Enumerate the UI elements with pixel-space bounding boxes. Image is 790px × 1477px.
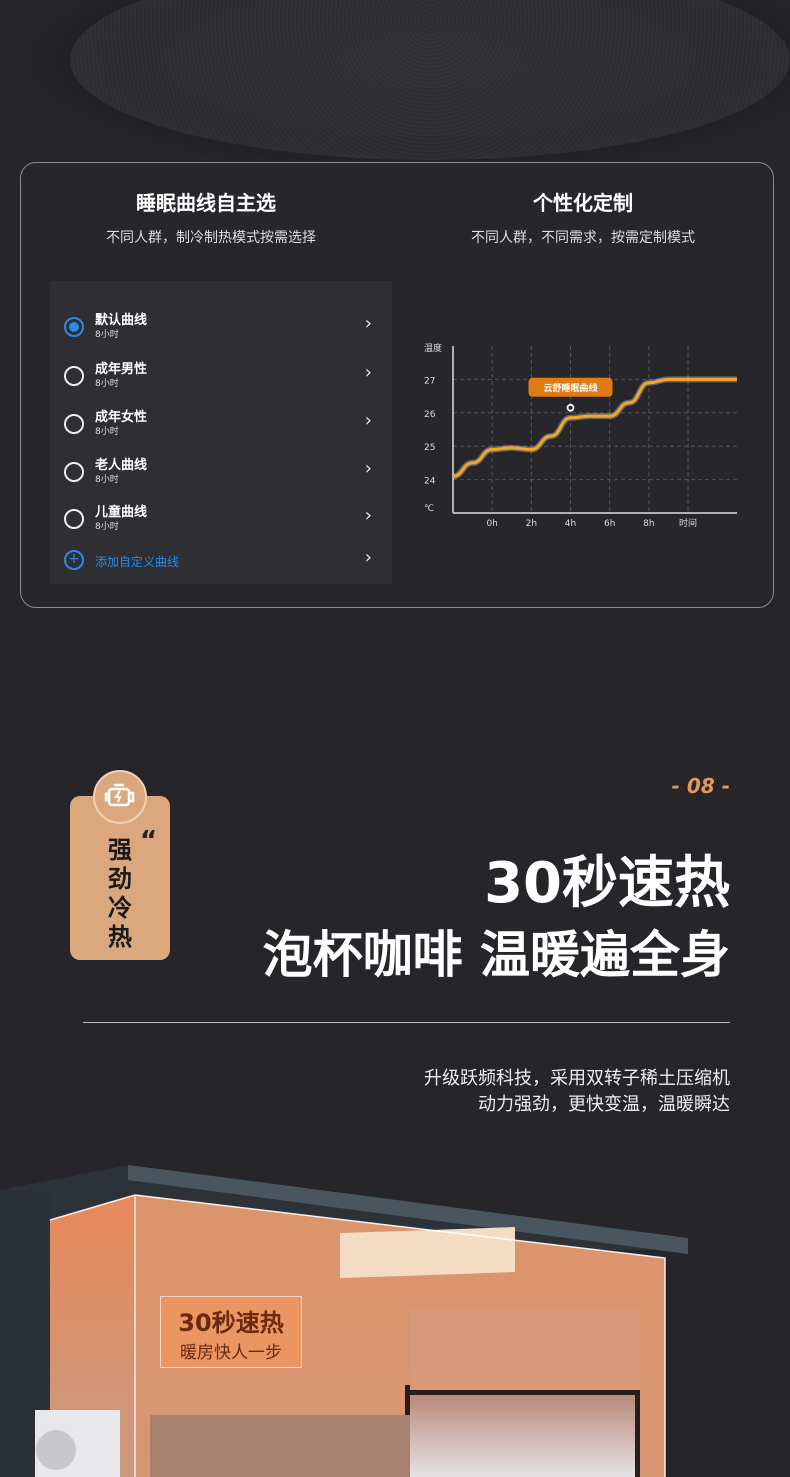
add-label: 添加自定义曲线	[95, 555, 180, 569]
right-subtitle: 不同人群，不同需求，按需定制模式	[471, 230, 695, 246]
headline: 30秒速热	[484, 851, 730, 916]
x-tick-label: 6h	[604, 519, 615, 529]
left-subtitle: 不同人群，制冷制热模式按需选择	[106, 230, 316, 246]
sleep-curve-chart: 24 25 26 27 0h 2h 4h 6h 8h 时间 温度 ℃ 云舒睡眠曲线	[424, 342, 737, 529]
curve-item[interactable]: 成年女性 8小时 ›	[50, 406, 392, 450]
item-duration: 8小时	[95, 330, 119, 340]
add-custom-curve-button[interactable]: + 添加自定义曲线 ›	[50, 547, 392, 593]
curve-list: 默认曲线 8小时 › 成年男性 8小时 › 成年女性 8小时 › 老人曲线 8小时 › 儿童曲线…	[50, 281, 392, 584]
curve-item[interactable]: 儿童曲线 8小时 ›	[50, 501, 392, 545]
item-label: 成年女性	[95, 410, 148, 425]
chevron-right-icon: ›	[364, 362, 372, 383]
tag-line-2: 暖房快人一步	[180, 1343, 282, 1363]
divider	[83, 1022, 730, 1023]
subheadline: 泡杯咖啡 温暖遍全身	[262, 926, 730, 984]
annotation-point	[566, 403, 575, 412]
radio-icon[interactable]	[64, 462, 84, 482]
tag-line-1: 30秒速热	[178, 1309, 284, 1337]
item-duration: 8小时	[95, 475, 119, 485]
item-label: 老人曲线	[95, 458, 148, 473]
y-tick-label: 27	[424, 376, 435, 386]
description-line-2: 动力强劲，更快变温，温暖瞬达	[478, 1094, 730, 1115]
engine-bolt-icon	[93, 770, 147, 824]
item-duration: 8小时	[95, 522, 119, 532]
section-number: - 08 -	[671, 774, 730, 798]
curve-item[interactable]: 老人曲线 8小时 ›	[50, 454, 392, 498]
bedroom-photo	[0, 0, 790, 160]
x-tick-label: 2h	[526, 519, 537, 529]
radio-icon[interactable]	[64, 509, 84, 529]
x-tick-label: 0h	[486, 519, 497, 529]
curve-item[interactable]: 成年男性 8小时 ›	[50, 358, 392, 402]
x-tick-label: 8h	[643, 519, 654, 529]
annotation-label: 云舒睡眠曲线	[544, 382, 598, 394]
chevron-right-icon: ›	[364, 313, 372, 334]
y-axis-label: 温度	[424, 342, 442, 354]
y-tick-label: 24	[424, 477, 436, 487]
right-title: 个性化定制	[533, 191, 633, 215]
plus-icon: +	[64, 550, 84, 570]
rug-image	[70, 0, 790, 160]
y-tick-label: 26	[424, 410, 436, 420]
heated-room-illustration	[0, 1165, 688, 1477]
annotation-badge	[528, 377, 613, 397]
quote-mark: “	[140, 826, 158, 856]
radio-icon[interactable]	[64, 414, 84, 434]
item-duration: 8小时	[95, 379, 119, 389]
left-title: 睡眠曲线自主选	[136, 191, 276, 215]
y-unit-label: ℃	[424, 504, 434, 514]
item-label: 成年男性	[95, 362, 148, 377]
item-label: 儿童曲线	[95, 505, 148, 520]
image-tag: 30秒速热 暖房快人一步	[160, 1296, 302, 1368]
chevron-right-icon: ›	[364, 458, 372, 479]
item-label: 默认曲线	[95, 313, 148, 328]
series-line	[452, 377, 737, 478]
x-axis-label: 时间	[679, 517, 697, 529]
description-line-1: 升级跃频科技，采用双转子稀土压缩机	[424, 1068, 730, 1089]
radio-icon[interactable]	[64, 366, 84, 386]
badge-text: 强劲冷热	[108, 836, 132, 951]
chevron-right-icon: ›	[364, 505, 372, 526]
chevron-right-icon: ›	[364, 410, 372, 431]
y-tick-label: 25	[424, 443, 435, 453]
chevron-right-icon: ›	[364, 547, 372, 568]
curve-item[interactable]: 默认曲线 8小时 ›	[50, 309, 392, 353]
item-duration: 8小时	[95, 427, 119, 437]
radio-selected-icon[interactable]	[64, 317, 84, 337]
x-tick-label: 4h	[565, 519, 576, 529]
